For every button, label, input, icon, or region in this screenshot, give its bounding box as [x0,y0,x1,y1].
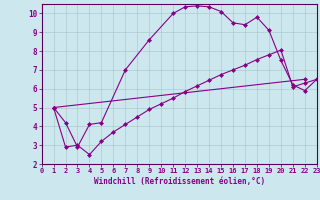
X-axis label: Windchill (Refroidissement éolien,°C): Windchill (Refroidissement éolien,°C) [94,177,265,186]
